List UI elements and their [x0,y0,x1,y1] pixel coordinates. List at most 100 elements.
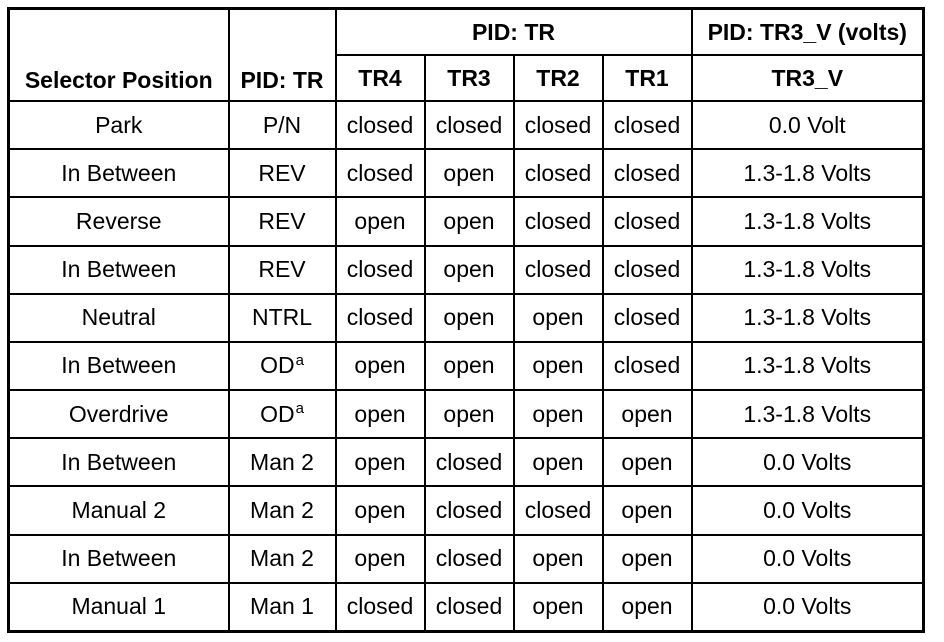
cell-tr2-text: open [532,400,584,427]
cell-selector-position-text: In Between [61,159,177,186]
cell-selector-position: Overdrive [7,389,230,440]
cell-tr1: open [601,581,693,633]
table-row: In Between Man 2 open closed open open 0.0 Vol… [7,437,925,488]
header-tr1: TR1 [601,54,693,102]
table-body: Park P/N closed closed closed closed 0.0 Volt I… [7,99,925,633]
cell-tr1: closed [601,99,693,151]
header-selector-position: Selector Position [7,7,230,102]
cell-tr2-text: closed [524,207,592,234]
table-row: Reverse REV open open closed closed 1.3-1.8 Vo… [7,196,925,247]
cell-selector-position-text: In Between [61,256,177,283]
cell-tr3-text: closed [435,448,503,475]
cell-tr1-text: open [621,400,673,427]
cell-selector-position-text: Park [95,111,143,138]
cell-tr3: open [423,340,515,392]
table-row: Overdrive ODa open open open open 1.3-1.8 Volt… [7,389,925,440]
cell-tr3-text: open [443,304,495,331]
cell-tr4-text: closed [346,593,414,620]
cell-tr3-v: 0.0 Volt [690,99,925,151]
cell-tr3-v-text: 1.3-1.8 Volts [743,159,872,186]
cell-selector-position: Park [7,99,230,151]
cell-tr1: open [601,533,693,584]
cell-tr3-v-text: 0.0 Volts [763,496,852,523]
cell-tr4: open [334,437,426,488]
cell-pid-tr: ODa [227,340,337,392]
cell-tr3-text: open [443,256,495,283]
cell-tr3-v: 0.0 Volts [690,485,925,536]
header-group-pid-tr3v: PID: TR3_V (volts) [690,7,925,56]
cell-tr1: open [601,485,693,536]
cell-tr3-v-text: 0.0 Volts [763,448,852,475]
header-tr2: TR2 [512,54,604,102]
cell-tr3: closed [423,99,515,151]
cell-tr2: closed [512,196,604,247]
cell-selector-position: Manual 2 [7,485,230,536]
cell-tr2-text: open [532,352,584,379]
cell-selector-position: In Between [7,533,230,584]
cell-tr4-text: open [354,496,406,523]
cell-tr4-text: open [354,207,406,234]
cell-tr2: open [512,533,604,584]
cell-tr3-text: open [443,352,495,379]
cell-tr1: closed [601,196,693,247]
cell-tr3-text: closed [435,496,503,523]
cell-tr4-text: open [354,545,406,572]
cell-tr2: open [512,581,604,633]
cell-tr2-text: closed [524,256,592,283]
cell-selector-position-text: Neutral [81,304,156,331]
table-row: Manual 1 Man 1 closed closed open open 0.0 Vol… [7,581,925,633]
cell-tr3-v-text: 1.3-1.8 Volts [743,207,872,234]
table-row: In Between ODa open open open closed 1.3-1.8 V… [7,340,925,392]
cell-tr4-text: closed [346,111,414,138]
cell-tr1-text: closed [613,111,681,138]
cell-selector-position: In Between [7,244,230,295]
cell-selector-position: In Between [7,340,230,392]
cell-pid-tr-text: REV [258,159,306,186]
cell-tr3-v: 0.0 Volts [690,533,925,584]
cell-pid-tr: Man 2 [227,485,337,536]
cell-selector-position: Neutral [7,292,230,343]
cell-pid-tr-text: Man 1 [250,593,314,620]
cell-tr3-v-text: 1.3-1.8 Volts [743,304,872,331]
cell-tr1-text: open [621,545,673,572]
table-row: Neutral NTRL closed open open closed 1.3-1.8 V… [7,292,925,343]
cell-selector-position-text: Manual 2 [71,496,167,523]
cell-tr4: closed [334,581,426,633]
table-row: In Between Man 2 open closed open open 0.0 Vol… [7,533,925,584]
cell-tr3-v: 1.3-1.8 Volts [690,148,925,199]
cell-tr4: open [334,340,426,392]
cell-pid-tr-text: P/N [262,111,302,138]
cell-pid-tr-text: REV [258,207,306,234]
cell-tr3-text: closed [435,593,503,620]
cell-tr3-v-text: 0.0 Volt [768,111,846,138]
header-pid-tr: PID: TR [227,7,337,102]
cell-tr3-v: 1.3-1.8 Volts [690,340,925,392]
cell-tr2-text: closed [524,111,592,138]
cell-tr1-text: open [621,593,673,620]
cell-tr1-text: closed [613,256,681,283]
cell-pid-tr-text: REV [258,256,306,283]
cell-tr2-text: closed [524,159,592,186]
header-tr3-v: TR3_V [690,54,925,102]
cell-tr2-text: closed [524,496,592,523]
cell-tr3-text: closed [435,545,503,572]
table-row: Park P/N closed closed closed closed 0.0 Volt [7,99,925,151]
cell-tr3-v: 1.3-1.8 Volts [690,292,925,343]
cell-tr4-text: open [354,352,406,379]
cell-selector-position: Reverse [7,196,230,247]
cell-tr3-text: open [443,207,495,234]
cell-tr1: closed [601,148,693,199]
cell-tr4: open [334,485,426,536]
cell-pid-tr-text: Man 2 [250,545,314,572]
cell-tr3-v-text: 1.3-1.8 Volts [743,400,872,427]
cell-pid-tr: REV [227,148,337,199]
cell-tr2: closed [512,485,604,536]
cell-tr2: closed [512,99,604,151]
header-group-pid-tr: PID: TR [334,7,693,56]
cell-tr3-v-text: 0.0 Volts [763,545,852,572]
cell-tr3-v: 1.3-1.8 Volts [690,196,925,247]
cell-tr4: open [334,533,426,584]
cell-tr3-v-text: 0.0 Volts [763,593,852,620]
cell-tr2-text: open [532,304,584,331]
cell-tr2: open [512,292,604,343]
